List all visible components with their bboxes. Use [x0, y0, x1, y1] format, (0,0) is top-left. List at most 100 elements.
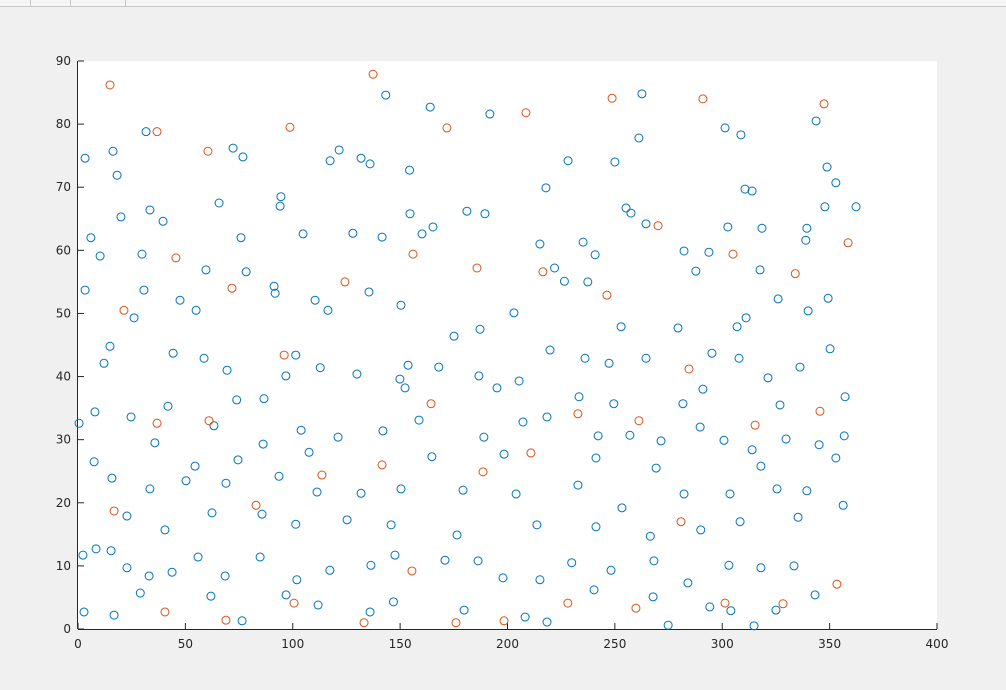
scatter-point — [449, 331, 459, 341]
x-tick-label: 50 — [178, 637, 193, 651]
scatter-point — [641, 219, 651, 229]
scatter-point — [227, 283, 237, 293]
y-tick-label: 30 — [56, 433, 71, 447]
scatter-point — [648, 592, 658, 602]
scatter-point — [843, 238, 853, 248]
scatter-point — [725, 489, 735, 499]
scatter-point — [802, 223, 812, 233]
scatter-point — [312, 487, 322, 497]
scatter-point — [684, 364, 694, 374]
scatter-point — [298, 229, 308, 239]
scatter-point — [789, 561, 799, 571]
scatter-point — [292, 575, 302, 585]
scatter-point — [616, 322, 626, 332]
scatter-point — [80, 285, 90, 295]
y-tick-label: 80 — [56, 117, 71, 131]
scatter-point — [698, 94, 708, 104]
scatter-point — [819, 99, 829, 109]
scatter-point — [193, 552, 203, 562]
y-tick-label: 20 — [56, 496, 71, 510]
scatter-point — [201, 265, 211, 275]
x-tick-label: 400 — [926, 637, 949, 651]
scatter-point — [221, 478, 231, 488]
scatter-point — [356, 153, 366, 163]
scatter-point — [116, 212, 126, 222]
scatter-point — [99, 358, 109, 368]
x-tick-label: 300 — [711, 637, 734, 651]
scatter-point — [333, 432, 343, 442]
scatter-point — [144, 571, 154, 581]
scatter-point — [825, 344, 835, 354]
scatter-point — [695, 422, 705, 432]
y-tick-label: 90 — [56, 54, 71, 68]
x-tick-label: 200 — [496, 637, 519, 651]
scatter-point — [348, 228, 358, 238]
scatter-point — [705, 602, 715, 612]
scatter-point — [158, 216, 168, 226]
scatter-point — [167, 567, 177, 577]
scatter-point — [563, 598, 573, 608]
scatter-point — [366, 560, 376, 570]
scatter-point — [400, 383, 410, 393]
scatter-point — [726, 606, 736, 616]
scatter-point — [645, 531, 655, 541]
scatter-point — [771, 605, 781, 615]
scatter-point — [356, 488, 366, 498]
scatter-point — [820, 202, 830, 212]
scatter-point — [152, 127, 162, 137]
scatter-point — [86, 233, 96, 243]
scatter-point — [683, 578, 693, 588]
scatter-point — [255, 552, 265, 562]
scatter-point — [204, 416, 214, 426]
scatter-point — [634, 416, 644, 426]
scatter-point — [150, 438, 160, 448]
scatter-point — [126, 412, 136, 422]
scatter-point — [168, 348, 178, 358]
scatter-point — [756, 461, 766, 471]
scatter-point — [573, 480, 583, 490]
scatter-point — [237, 616, 247, 626]
scatter-point — [236, 233, 246, 243]
scatter-point — [840, 392, 850, 402]
scatter-point — [704, 247, 714, 257]
scatter-point — [414, 415, 424, 425]
scatter-point — [838, 500, 848, 510]
scatter-point — [542, 617, 552, 627]
scatter-point — [691, 266, 701, 276]
scatter-point — [810, 590, 820, 600]
scatter-point — [238, 152, 248, 162]
scatter-point — [679, 246, 689, 256]
scatter-point — [145, 484, 155, 494]
scatter-point — [459, 605, 469, 615]
scatter-point — [269, 281, 279, 291]
scatter-point — [772, 484, 782, 494]
scatter-point — [91, 544, 101, 554]
scatter-point — [160, 607, 170, 617]
y-tick-label: 0 — [63, 622, 71, 636]
scatter-point — [274, 471, 284, 481]
scatter-point — [580, 353, 590, 363]
scatter-point — [574, 392, 584, 402]
scatter-point — [232, 395, 242, 405]
scatter-point — [526, 448, 536, 458]
scatter-point — [559, 276, 569, 286]
scatter-point — [90, 407, 100, 417]
scatter-point — [607, 93, 617, 103]
scatter-point — [649, 556, 659, 566]
scatter-point — [609, 399, 619, 409]
scatter-point — [160, 525, 170, 535]
scatter-point — [206, 591, 216, 601]
scatter-point — [541, 183, 551, 193]
scatter-point — [795, 362, 805, 372]
scatter-point — [518, 417, 528, 427]
scatter-point — [135, 588, 145, 598]
scatter-point — [492, 383, 502, 393]
scatter-point — [679, 489, 689, 499]
scatter-point — [405, 165, 415, 175]
scatter-point — [625, 430, 635, 440]
scatter-point — [285, 122, 295, 132]
scatter-point — [839, 431, 849, 441]
scatter-point — [80, 153, 90, 163]
scatter-point — [606, 565, 616, 575]
